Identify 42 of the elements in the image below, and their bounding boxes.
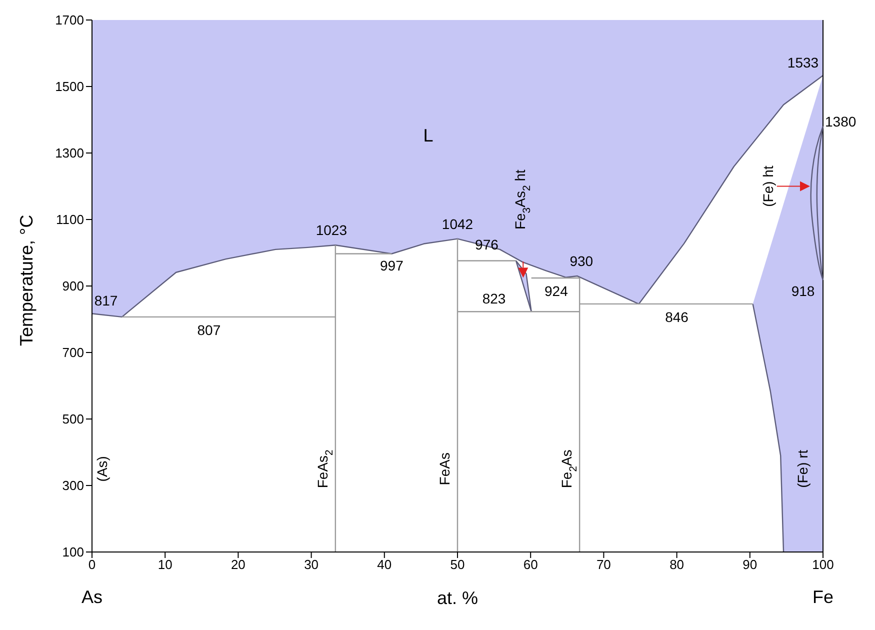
y-tick-label: 1700 (55, 12, 84, 28)
annotation: 918 (791, 282, 815, 299)
annotation: L (423, 125, 434, 146)
x-tick-label: 20 (230, 557, 246, 572)
annotation: (As) (94, 456, 110, 482)
y-tick-label: 100 (62, 544, 84, 560)
annotation: 823 (482, 290, 506, 306)
y-tick-label: 1100 (56, 212, 84, 228)
text: Fe (812, 586, 834, 607)
annotation: 930 (570, 252, 594, 269)
annotation: 924 (544, 282, 568, 299)
x-tick-label: 40 (377, 557, 392, 572)
y-tick-label: 1300 (55, 146, 84, 161)
x-tick-label: 30 (304, 557, 319, 572)
x-tick-label: 100 (812, 557, 834, 572)
annotation: 1023 (316, 222, 348, 238)
annotation: 1533 (787, 54, 819, 70)
x-tick-label: 70 (596, 557, 611, 572)
y-tick-label: 1500 (55, 79, 84, 94)
annotation: 846 (665, 308, 689, 325)
annotation: 807 (197, 322, 221, 338)
y-tick-label: 300 (62, 478, 84, 494)
text: As (81, 586, 103, 607)
x-tick-label: 10 (158, 557, 172, 572)
annotation: 976 (475, 236, 499, 252)
x-tick-label: 80 (670, 557, 684, 572)
annotation: (Fe) ht (760, 166, 776, 207)
x-tick-label: 50 (450, 557, 465, 572)
annotation: 997 (380, 257, 404, 274)
annotation: FeAs (436, 452, 452, 486)
y-axis-title: Temperature, °C (16, 214, 36, 346)
annotation: 1380 (825, 113, 856, 130)
x-tick-label: 60 (523, 557, 538, 572)
y-tick-label: 900 (62, 278, 84, 294)
x-tick-label: 90 (742, 557, 758, 572)
x-axis-title: at. % (436, 588, 478, 608)
y-tick-label: 700 (62, 345, 84, 360)
annotation: (Fe) rt (794, 450, 810, 488)
y-tick-label: 500 (62, 412, 84, 427)
annotation: 817 (94, 292, 118, 308)
annotation: 1042 (442, 215, 474, 232)
x-tick-label: 0 (88, 557, 96, 572)
